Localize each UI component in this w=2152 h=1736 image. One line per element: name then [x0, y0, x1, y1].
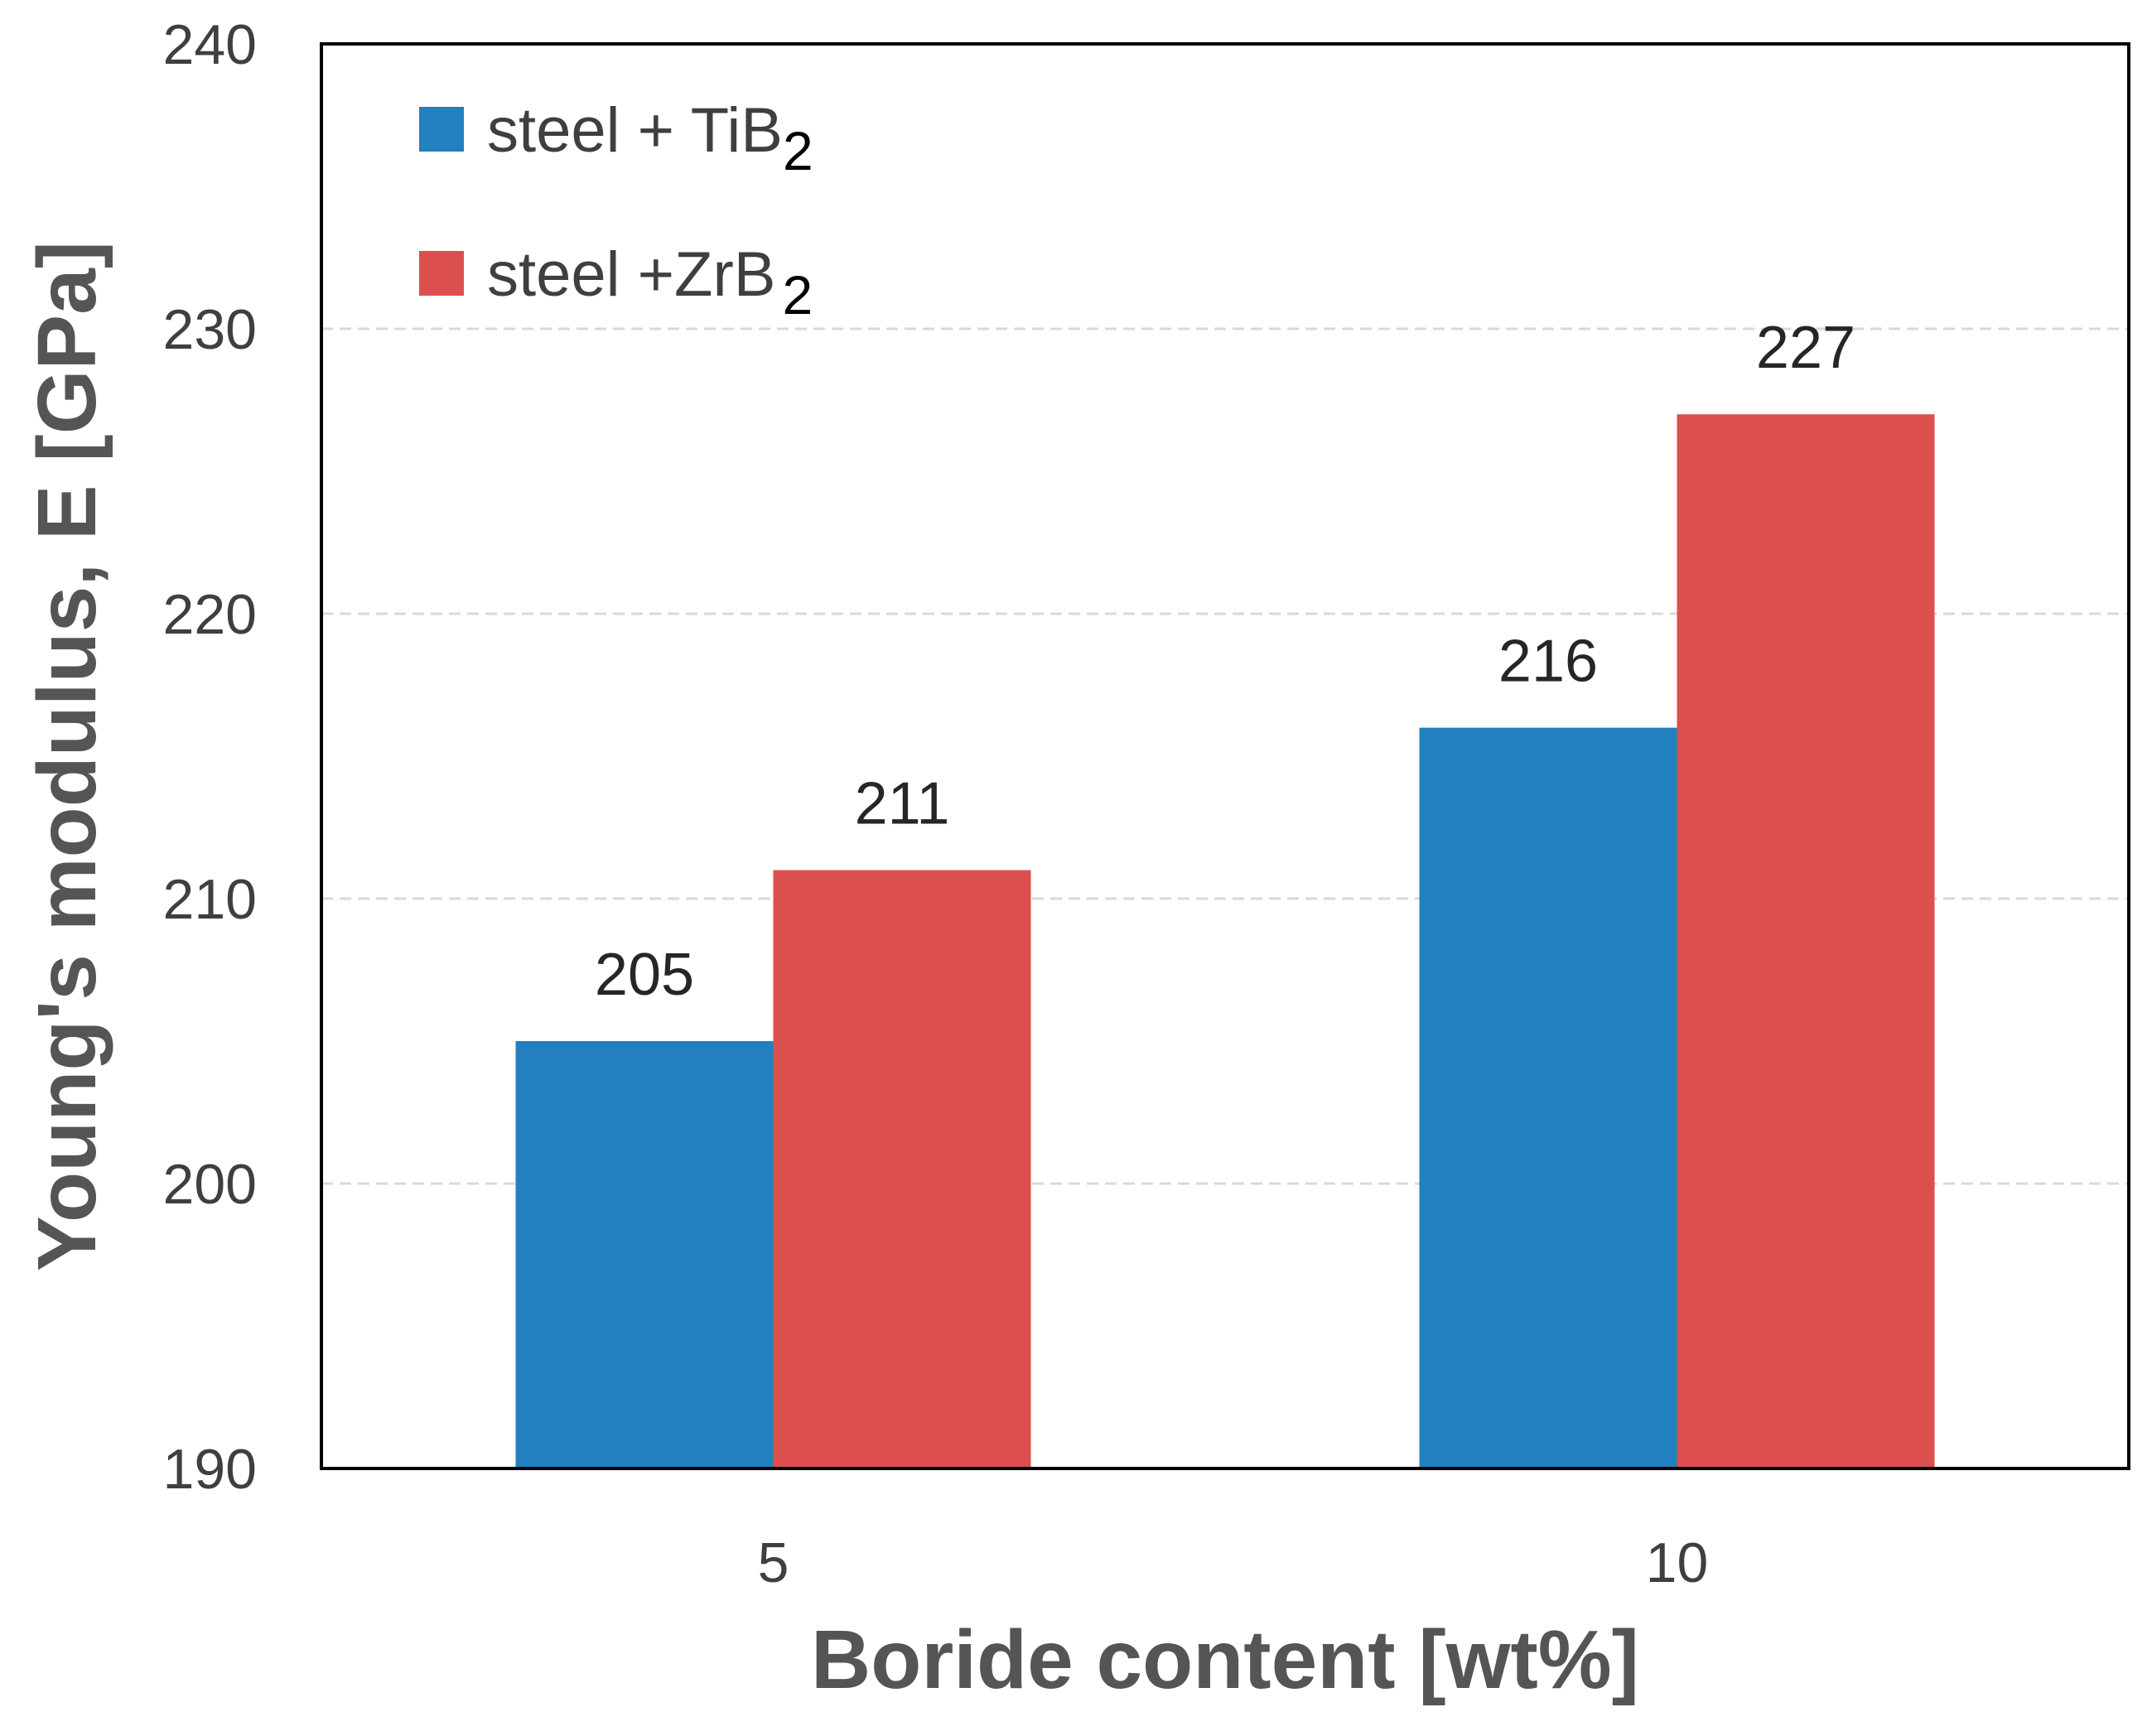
- legend-item-zrb2: steel +ZrB 2: [419, 239, 813, 326]
- legend-swatch-zrb2: [419, 251, 464, 296]
- y-tick-label-240: 240: [163, 13, 257, 76]
- bars: [515, 414, 1935, 1469]
- bar-zrb2-5: [773, 870, 1031, 1468]
- y-tick-label-220: 220: [163, 583, 257, 646]
- bar-zrb2-10: [1677, 414, 1935, 1469]
- legend-label-zrb2: steel +ZrB 2: [487, 239, 813, 326]
- y-tick-label-230: 230: [163, 298, 257, 361]
- legend: steel + TiB2 steel +ZrB 2: [419, 95, 813, 326]
- data-label-tib2-10: 216: [1498, 629, 1598, 695]
- y-axis-ticks: 190 200 210 220 230 240: [163, 13, 257, 1501]
- y-tick-label-200: 200: [163, 1153, 257, 1216]
- y-axis-title: Young's modulus, E [GPa]: [21, 241, 113, 1271]
- bar-tib2-5: [515, 1041, 774, 1468]
- legend-swatch-tib2: [419, 107, 464, 152]
- bar-tib2-10: [1419, 727, 1677, 1468]
- data-label-zrb2-5: 211: [855, 771, 950, 837]
- x-axis-ticks: 5 10: [758, 1531, 1709, 1594]
- data-label-tib2-5: 205: [595, 942, 694, 1008]
- x-axis-title: Boride content [wt%]: [811, 1613, 1639, 1706]
- y-tick-label-190: 190: [163, 1438, 257, 1501]
- data-label-zrb2-10: 227: [1756, 315, 1855, 381]
- legend-label-tib2: steel + TiB2: [487, 95, 813, 181]
- legend-item-tib2: steel + TiB2: [419, 95, 813, 181]
- data-labels: 205 211 216 227: [595, 315, 1855, 1008]
- y-tick-label-210: 210: [163, 868, 257, 931]
- x-tick-label-10: 10: [1646, 1531, 1709, 1594]
- plot-frame: [320, 42, 2130, 1470]
- x-tick-label-5: 5: [758, 1531, 789, 1594]
